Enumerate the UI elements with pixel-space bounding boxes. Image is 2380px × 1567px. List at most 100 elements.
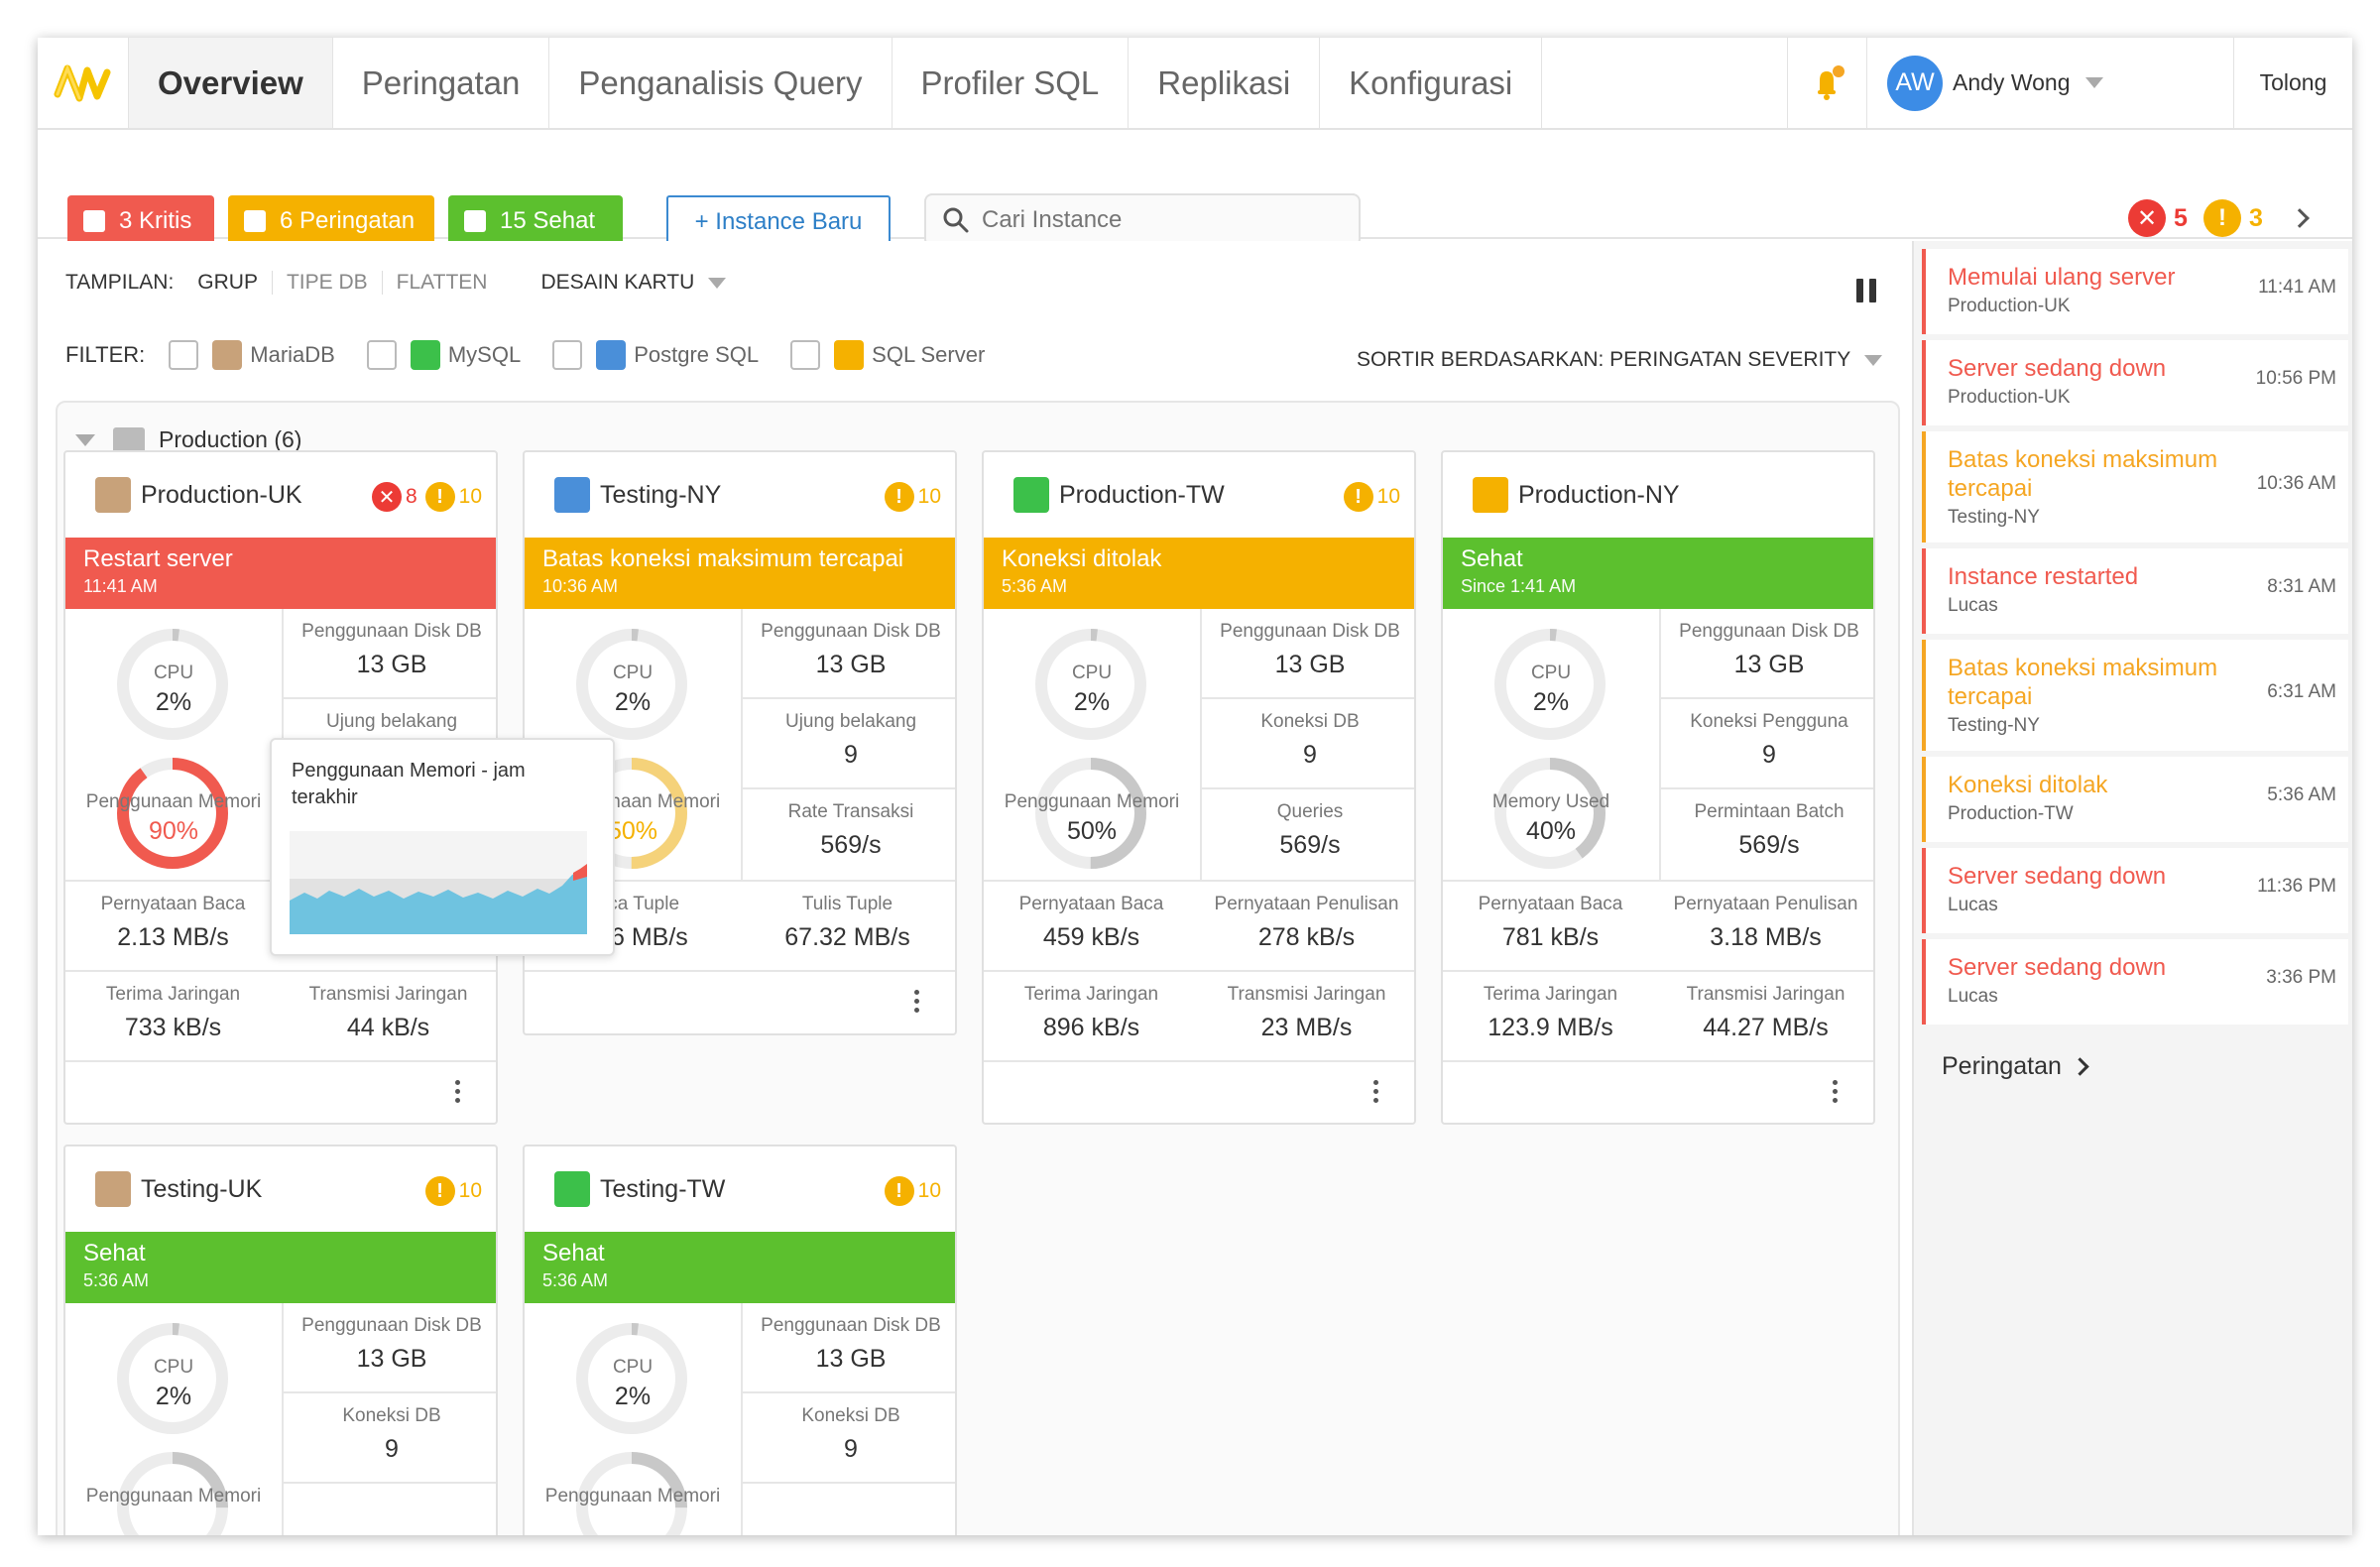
metric-grid: Penggunaan Disk DB 13 GB Koneksi DB 9 bbox=[282, 1303, 496, 1535]
alert-item[interactable]: Instance restarted Lucas 8:31 AM bbox=[1922, 548, 2348, 634]
view-all-alerts-link[interactable]: Peringatan bbox=[1942, 1052, 2089, 1081]
db-filter: FILTER: MariaDB MySQL Postgre SQL SQL Se… bbox=[65, 340, 1016, 370]
memory-gauge[interactable] bbox=[572, 1448, 691, 1535]
more-options-icon[interactable] bbox=[1833, 1080, 1838, 1103]
memory-value: 50% bbox=[1066, 817, 1118, 845]
tab-profiler-sql[interactable]: Profiler SQL bbox=[892, 38, 1130, 128]
status-time: 5:36 AM bbox=[83, 1270, 150, 1290]
memory-gauge[interactable] bbox=[1490, 754, 1609, 873]
cpu-gauge[interactable] bbox=[1031, 625, 1150, 744]
alert-item[interactable]: Server sedang down Production-UK 10:56 PM bbox=[1922, 340, 2348, 425]
memory-gauge[interactable] bbox=[1031, 754, 1150, 873]
filter-checkbox-sqlserver[interactable] bbox=[790, 340, 821, 370]
alert-source: Testing-NY bbox=[1948, 715, 2040, 736]
metric-label: Pernyataan Baca bbox=[1018, 894, 1164, 914]
avatar: AW bbox=[1887, 55, 1943, 111]
memory-gauge[interactable] bbox=[113, 1448, 232, 1535]
critical-count: 8 bbox=[405, 485, 417, 508]
view-option-tipe-db[interactable]: TIPE DB bbox=[271, 271, 382, 295]
cpu-gauge[interactable] bbox=[572, 1319, 691, 1438]
metric-cell: Koneksi Pengguna 9 bbox=[1661, 699, 1873, 789]
warning-count: 10 bbox=[1376, 485, 1400, 508]
metric-value: 67.32 MB/s bbox=[784, 923, 910, 951]
instance-name: Production-UK bbox=[141, 480, 302, 509]
chevron-down-icon bbox=[2085, 77, 2104, 88]
instance-card[interactable]: Production-NY Sehat Since 1:41 AM CPU 2% Memo… bbox=[1441, 450, 1875, 1125]
critical-count[interactable]: ✕ 5 bbox=[2128, 199, 2188, 237]
tab-overview[interactable]: Overview bbox=[129, 38, 333, 128]
status-filter-peringatan[interactable]: 6 Peringatan bbox=[228, 195, 434, 247]
help-button[interactable]: Tolong bbox=[2233, 38, 2352, 128]
alert-time: 11:36 PM bbox=[2257, 876, 2336, 897]
chevron-down-icon bbox=[708, 277, 727, 289]
card-header: Production-NY bbox=[1443, 452, 1873, 538]
view-option-grup[interactable]: GRUP bbox=[197, 271, 258, 294]
exclamation-circle-icon: ! bbox=[884, 1176, 914, 1206]
alert-item[interactable]: Server sedang down Lucas 11:36 PM bbox=[1922, 848, 2348, 933]
metric-label: Penggunaan Disk DB bbox=[761, 621, 941, 642]
instance-name: Production-NY bbox=[1518, 480, 1680, 509]
metric-value: 896 kB/s bbox=[1042, 1014, 1140, 1041]
filter-checkbox-postgres[interactable] bbox=[552, 340, 583, 370]
card-header: Testing-TW! 10 bbox=[525, 1146, 955, 1232]
card-footer bbox=[65, 1062, 496, 1120]
status-banner[interactable]: Sehat 5:36 AM bbox=[65, 1232, 496, 1303]
mariadb-icon bbox=[95, 477, 131, 513]
instance-name: Testing-UK bbox=[141, 1174, 263, 1203]
alert-item[interactable]: Server sedang down Lucas 3:36 PM bbox=[1922, 939, 2348, 1025]
pause-button[interactable] bbox=[1856, 279, 1876, 302]
filter-checkbox-mysql[interactable] bbox=[366, 340, 397, 370]
tab-peringatan[interactable]: Peringatan bbox=[333, 38, 550, 128]
notification-button[interactable] bbox=[1787, 38, 1866, 128]
exclamation-circle-icon: ! bbox=[424, 1176, 455, 1206]
alert-item[interactable]: Koneksi ditolak Production-TW 5:36 AM bbox=[1922, 757, 2348, 842]
filter-checkbox-mariadb[interactable] bbox=[169, 340, 199, 370]
instance-card[interactable]: Testing-TW! 10 Sehat 5:36 AM CPU 2% Penggunaan… bbox=[523, 1145, 957, 1535]
new-instance-button[interactable]: + Instance Baru bbox=[666, 195, 891, 249]
warning-count[interactable]: ! 3 bbox=[2203, 199, 2263, 237]
tab-penganalisis-query[interactable]: Penganalisis Query bbox=[549, 38, 892, 128]
more-options-icon[interactable] bbox=[1373, 1080, 1378, 1103]
toolbar: 3 Kritis 6 Peringatan 15 Sehat + Instanc… bbox=[38, 130, 2352, 249]
cpu-gauge[interactable] bbox=[572, 625, 691, 744]
chevron-right-icon[interactable] bbox=[2290, 208, 2310, 228]
cpu-gauge[interactable] bbox=[1490, 625, 1609, 744]
mysql-icon bbox=[410, 340, 440, 370]
collapse-icon bbox=[75, 433, 95, 446]
tab-konfigurasi[interactable]: Konfigurasi bbox=[1320, 38, 1543, 128]
metric-value: 13 GB bbox=[815, 1345, 887, 1373]
view-option-flatten[interactable]: FLATTEN bbox=[381, 271, 502, 295]
status-banner[interactable]: Sehat 5:36 AM bbox=[525, 1232, 955, 1303]
status-filter-kritis[interactable]: 3 Kritis bbox=[67, 195, 214, 247]
search-input[interactable] bbox=[982, 206, 1339, 234]
more-options-icon[interactable] bbox=[914, 990, 919, 1013]
metric-label: Penggunaan Disk DB bbox=[1220, 621, 1400, 642]
cpu-value: 2% bbox=[155, 1383, 192, 1410]
status-title: Sehat bbox=[1461, 545, 1523, 572]
metric-value: 9 bbox=[1762, 741, 1776, 769]
status-banner[interactable]: Sehat Since 1:41 AM bbox=[1443, 538, 1873, 609]
more-options-icon[interactable] bbox=[455, 1080, 460, 1103]
instance-card[interactable]: Production-TW! 10 Koneksi ditolak 5:36 AM CP… bbox=[982, 450, 1416, 1125]
group-header[interactable]: Production (6) bbox=[75, 426, 301, 453]
user-menu[interactable]: AW Andy Wong bbox=[1866, 38, 2233, 128]
instance-card[interactable]: Testing-UK! 10 Sehat 5:36 AM CPU 2% Penggunaan… bbox=[63, 1145, 498, 1535]
app-logo[interactable] bbox=[38, 38, 129, 128]
status-banner[interactable]: Batas koneksi maksimum tercapai 10:36 AM bbox=[525, 538, 955, 609]
alert-source: Testing-NY bbox=[1948, 507, 2040, 528]
tab-replikasi[interactable]: Replikasi bbox=[1129, 38, 1321, 128]
cpu-gauge[interactable] bbox=[113, 625, 232, 744]
card-design-dropdown[interactable]: DESAIN KARTU bbox=[540, 271, 695, 294]
alert-item[interactable]: Memulai ulang server Production-UK 11:41 A… bbox=[1922, 249, 2348, 334]
alert-item[interactable]: Batas koneksi maksimum tercapai Testing-N… bbox=[1922, 431, 2348, 542]
status-filter-sehat[interactable]: 15 Sehat bbox=[448, 195, 623, 247]
status-banner[interactable]: Restart server 11:41 AM bbox=[65, 538, 496, 609]
alert-item[interactable]: Batas koneksi maksimum tercapai Testing-N… bbox=[1922, 640, 2348, 751]
status-banner[interactable]: Koneksi ditolak 5:36 AM bbox=[984, 538, 1414, 609]
sort-dropdown[interactable]: SORTIR BERDASARKAN: PERINGATAN SEVERITY bbox=[1357, 348, 1883, 372]
checkbox bbox=[83, 210, 105, 232]
alert-title: Server sedang down bbox=[1948, 954, 2167, 981]
cpu-gauge[interactable] bbox=[113, 1319, 232, 1438]
alert-time: 11:41 AM bbox=[2258, 277, 2336, 298]
memory-gauge[interactable] bbox=[113, 754, 232, 873]
